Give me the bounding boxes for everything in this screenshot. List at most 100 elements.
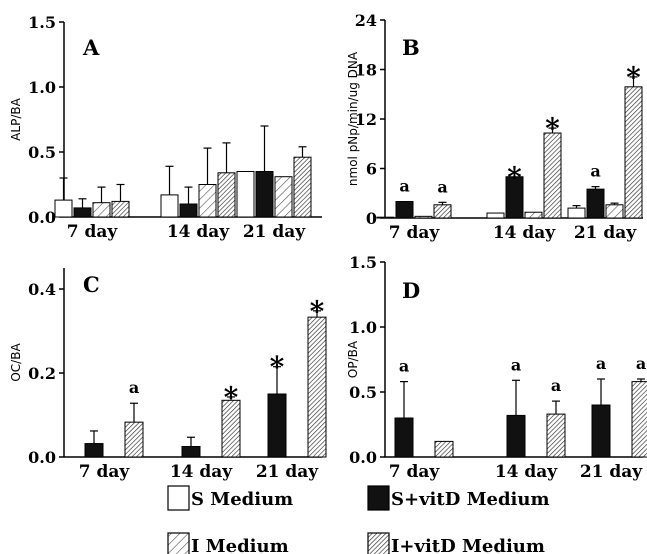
bar-iv bbox=[433, 204, 452, 219]
bar-i bbox=[414, 215, 433, 219]
y-axis-label: OC/BA bbox=[9, 343, 23, 382]
y-tick-label: 0.4 bbox=[28, 280, 56, 299]
y-tick-label: 0.0 bbox=[28, 448, 56, 467]
bar-sv bbox=[267, 393, 287, 458]
x-tick-label: 14 day bbox=[493, 223, 556, 243]
bar-iv bbox=[307, 316, 327, 458]
bar-sv bbox=[73, 207, 92, 218]
significance-star: * bbox=[270, 351, 285, 384]
bar-iv bbox=[124, 421, 144, 458]
x-tick-label: 7 day bbox=[389, 223, 441, 243]
x-tick-label: 7 day bbox=[67, 222, 119, 242]
bar-sv bbox=[255, 171, 274, 218]
significance-letter: a bbox=[590, 162, 600, 181]
y-tick-label: 0.0 bbox=[28, 208, 56, 227]
y-tick-label: 1.0 bbox=[349, 318, 377, 337]
y-tick-label: 6 bbox=[366, 160, 377, 179]
bar-sv bbox=[84, 443, 104, 458]
legend-swatch bbox=[167, 532, 190, 554]
panel-letter: D bbox=[402, 278, 420, 303]
x-tick-label: 21 day bbox=[574, 223, 637, 243]
legend-item-sv: S+vitD Medium bbox=[367, 485, 550, 511]
panel-a: 0.0 0.5 1.0 1.5 ALP/BA A 7 day 14 day 21 day bbox=[9, 13, 322, 242]
bar-s bbox=[236, 171, 255, 218]
panel-b: 0 6 12 18 24 nmol pNp/min/ug DNA B 7 day 14 day 2… bbox=[346, 11, 643, 243]
y-axis-label: OP/BA bbox=[346, 340, 360, 378]
legend-swatch bbox=[367, 532, 390, 554]
bar-i bbox=[92, 202, 111, 218]
significance-letter: a bbox=[511, 355, 521, 374]
legend-swatch bbox=[167, 485, 190, 511]
significance-letter: a bbox=[551, 376, 561, 395]
x-tick-label: 14 day bbox=[167, 222, 230, 242]
panel-d: 0.0 0.5 1.0 1.5 OP/BA D 7 day 14 day 21 day a a a a a bbox=[346, 253, 647, 482]
bar-iv bbox=[434, 440, 454, 458]
significance-letter: a bbox=[399, 177, 409, 196]
panel-letter: A bbox=[82, 35, 100, 60]
x-tick-label: 14 day bbox=[495, 462, 558, 482]
legend-label: I Medium bbox=[191, 536, 289, 554]
bar-iv bbox=[217, 172, 236, 218]
y-axis-label: ALP/BA bbox=[9, 97, 23, 140]
y-tick-label: 0.2 bbox=[28, 364, 56, 383]
bar-i bbox=[605, 204, 624, 219]
y-tick-label: 0.0 bbox=[349, 448, 377, 467]
legend-item-i: I Medium bbox=[167, 532, 289, 554]
bar-iv bbox=[543, 132, 562, 219]
y-tick-label: 0.5 bbox=[349, 383, 377, 402]
legend: S Medium S+vitD Medium I Medium I+vitD Medi… bbox=[167, 485, 550, 554]
bar-s bbox=[376, 216, 395, 219]
panel-letter: C bbox=[83, 272, 100, 297]
significance-star: * bbox=[507, 161, 522, 194]
legend-label: S Medium bbox=[191, 489, 293, 510]
x-tick-label: 14 day bbox=[170, 462, 233, 482]
x-tick-label: 21 day bbox=[256, 462, 319, 482]
x-tick-label: 21 day bbox=[243, 222, 306, 242]
y-tick-label: 1.5 bbox=[28, 13, 56, 32]
significance-star: * bbox=[626, 61, 641, 94]
bar-iv bbox=[624, 86, 643, 219]
significance-letter: a bbox=[437, 177, 447, 196]
bar-sv bbox=[591, 404, 611, 458]
y-tick-label: 0.5 bbox=[28, 143, 56, 162]
significance-letter: a bbox=[399, 357, 409, 376]
y-axis-label: nmol pNp/min/ug DNA bbox=[346, 51, 360, 186]
significance-letter: a bbox=[636, 354, 646, 373]
bar-iv bbox=[631, 381, 647, 458]
x-tick-label: 21 day bbox=[580, 462, 643, 482]
bar-i bbox=[524, 211, 543, 219]
bar-sv bbox=[506, 414, 526, 458]
significance-letter: a bbox=[129, 378, 139, 397]
legend-item-s: S Medium bbox=[167, 485, 293, 511]
x-tick-label: 7 day bbox=[389, 462, 441, 482]
significance-letter: a bbox=[596, 354, 606, 373]
significance-star: * bbox=[545, 112, 560, 145]
y-tick-label: 0 bbox=[366, 209, 377, 228]
panel-letter: B bbox=[402, 35, 420, 60]
bar-s bbox=[486, 212, 505, 219]
bar-sv bbox=[181, 446, 201, 458]
legend-label: I+vitD Medium bbox=[391, 536, 545, 554]
y-tick-label: 24 bbox=[355, 11, 377, 30]
bar-i bbox=[274, 176, 293, 218]
y-tick-label: 1.0 bbox=[28, 78, 56, 97]
y-tick-label: 1.5 bbox=[349, 253, 377, 272]
bar-sv bbox=[505, 176, 524, 219]
bar-s bbox=[567, 207, 586, 219]
bar-iv bbox=[546, 413, 566, 458]
bar-s bbox=[160, 194, 179, 218]
y-tick-label: 12 bbox=[355, 110, 377, 129]
bar-sv bbox=[394, 417, 414, 458]
bar-iv bbox=[111, 200, 130, 218]
bar-sv bbox=[179, 203, 198, 218]
bar-sv bbox=[395, 201, 414, 219]
bar-sv bbox=[586, 188, 605, 219]
significance-star: * bbox=[224, 381, 239, 414]
bar-s bbox=[54, 199, 73, 218]
legend-label: S+vitD Medium bbox=[391, 489, 550, 510]
legend-swatch bbox=[367, 485, 390, 511]
y-tick-label: 18 bbox=[355, 61, 377, 80]
legend-item-iv: I+vitD Medium bbox=[367, 532, 545, 554]
panel-c: 0.0 0.2 0.4 OC/BA C 7 day 14 day 21 day a * * * bbox=[9, 268, 327, 482]
